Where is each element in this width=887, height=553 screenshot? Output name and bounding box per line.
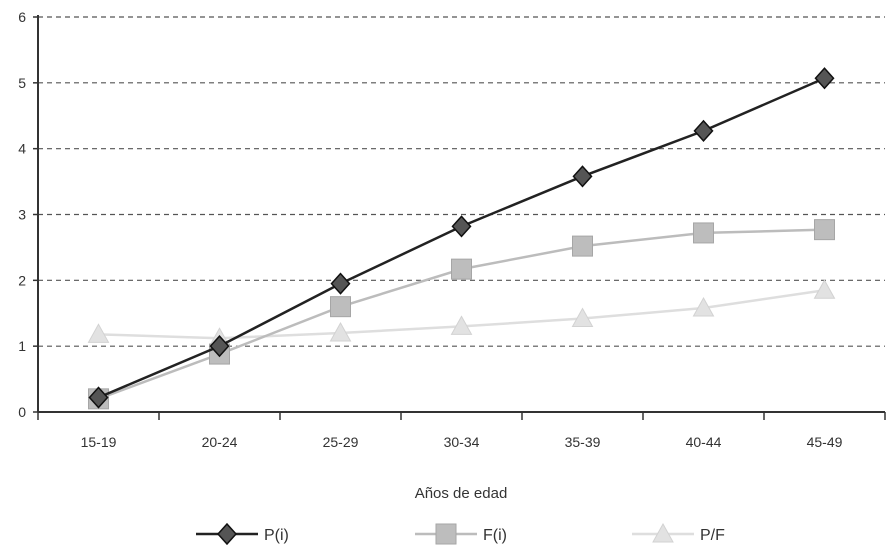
data-point: [572, 235, 593, 257]
x-tick-label: 45-49: [807, 434, 843, 450]
data-point: [330, 272, 351, 295]
x-tick-label: 35-39: [565, 434, 601, 450]
legend-item-2: P/F: [632, 522, 725, 544]
x-tick-label: 25-29: [323, 434, 359, 450]
data-point: [814, 67, 835, 90]
x-axis-label: Años de edad: [415, 485, 508, 502]
y-tick-label: 1: [18, 338, 26, 354]
data-point: [330, 296, 351, 318]
data-point: [814, 219, 835, 241]
legend-item-0: P(i): [196, 522, 289, 546]
y-tick-label: 3: [18, 207, 26, 223]
legend-marker: [435, 523, 457, 545]
data-point: [813, 279, 836, 299]
data-point: [209, 335, 230, 358]
legend-marker: [216, 522, 238, 546]
legend-item-1: F(i): [415, 523, 507, 545]
data-point: [451, 258, 472, 280]
axes: 0 1 2 3 4 5 6 15-19 20-24 25-29 30-34 35-39 40-44 45-…: [18, 9, 886, 450]
series-0: [88, 67, 835, 409]
data-point: [572, 165, 593, 188]
data-point: [693, 119, 714, 143]
x-tick-label: 30-34: [444, 434, 480, 450]
data-point: [88, 386, 109, 409]
legend-label: F(i): [483, 527, 507, 544]
series-line: [98, 77, 825, 399]
x-tick-label: 40-44: [686, 434, 722, 450]
y-tick-label: 0: [18, 404, 26, 420]
y-tick-label: 6: [18, 9, 26, 25]
data-point: [571, 307, 594, 328]
series: [87, 67, 836, 410]
series-line: [98, 228, 825, 401]
data-point: [87, 323, 110, 343]
gridlines: [38, 16, 885, 347]
series-1: [88, 219, 835, 410]
y-tick-label: 4: [18, 141, 26, 157]
data-point: [451, 215, 472, 238]
data-point: [450, 315, 473, 335]
series-2: [87, 279, 836, 347]
legend-marker: [652, 522, 674, 543]
x-tick-label: 15-19: [81, 434, 117, 450]
data-point: [693, 222, 714, 244]
y-tick-label: 2: [18, 272, 26, 288]
data-point: [329, 321, 352, 342]
legend-label: P/F: [700, 527, 725, 544]
data-point: [692, 296, 715, 317]
legend: P(i) F(i) P/F: [196, 522, 725, 546]
y-tick-label: 5: [18, 75, 26, 91]
x-tick-label: 20-24: [202, 434, 238, 450]
legend-label: P(i): [264, 527, 289, 544]
